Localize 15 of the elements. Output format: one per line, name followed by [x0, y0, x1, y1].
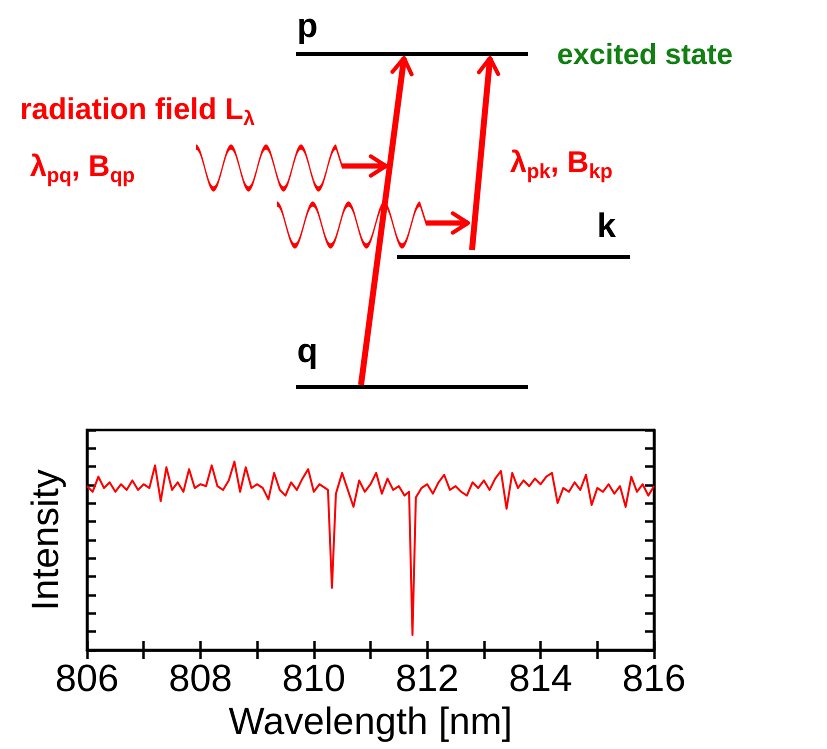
- x-tick-label: 816: [622, 658, 686, 700]
- text: λ$_{pq}$, B$_{qp}$: [30, 150, 135, 188]
- text: q: [297, 332, 318, 370]
- y-axis-title: Intensity: [25, 469, 67, 611]
- x-tick-label: 814: [508, 658, 572, 700]
- x-tick-label: 810: [282, 658, 346, 700]
- text: k: [597, 207, 616, 246]
- x-tick-label: 812: [395, 658, 459, 700]
- text: excited state: [557, 39, 733, 72]
- text: p: [297, 7, 318, 46]
- x-tick-label: 806: [55, 658, 119, 700]
- text: radiation field L$_{λ}$: [20, 93, 255, 131]
- x-axis-title: Wavelength [nm]: [228, 700, 512, 743]
- x-tick-label: 808: [168, 658, 232, 700]
- text: λ$_{pk}$, B$_{kp}$: [510, 146, 613, 184]
